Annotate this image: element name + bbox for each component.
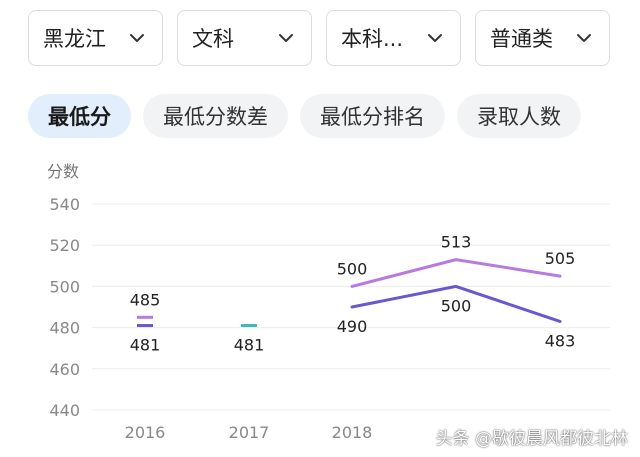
chevron-down-icon: [128, 29, 146, 47]
data-label: 481: [234, 336, 265, 355]
province-select-label: 黑龙江: [43, 27, 106, 51]
filter-bar: 黑龙江 文科 本科... 普通类: [28, 10, 610, 66]
chevron-down-icon: [277, 29, 295, 47]
tab-admission-count[interactable]: 录取人数: [457, 94, 581, 138]
y-tick-label: 500: [49, 277, 80, 296]
data-label: 485: [130, 290, 161, 309]
y-tick-label: 540: [49, 195, 80, 214]
data-label: 500: [337, 259, 368, 278]
y-tick-label: 520: [49, 236, 80, 255]
tab-min-score[interactable]: 最低分: [28, 94, 131, 138]
data-label: 500: [441, 296, 472, 315]
subject-select-label: 文科: [192, 27, 234, 51]
y-tick-label: 440: [49, 401, 80, 420]
chevron-down-icon: [575, 29, 593, 47]
score-line-chart: 分数 540 520 500 480 460 440 2016 2017 2018 485 481 48…: [47, 162, 610, 442]
batch-select-label: 本科...: [341, 27, 404, 51]
data-label: 490: [337, 317, 368, 336]
data-label: 481: [130, 336, 161, 355]
province-select[interactable]: 黑龙江: [28, 10, 163, 66]
x-tick-label: 2017: [229, 423, 270, 442]
y-tick-label: 460: [49, 360, 80, 379]
data-label: 513: [441, 233, 472, 252]
y-tick-label: 480: [49, 319, 80, 338]
type-select-label: 普通类: [490, 27, 553, 51]
type-select[interactable]: 普通类: [475, 10, 610, 66]
series-line: [350, 284, 562, 323]
watermark: 头条 @歇彼晨风都彼北林: [435, 429, 628, 449]
tab-min-score-diff[interactable]: 最低分数差: [143, 94, 288, 138]
metric-tabs: 最低分 最低分数差 最低分排名 录取人数: [28, 94, 581, 138]
x-tick-label: 2018: [332, 423, 373, 442]
batch-select[interactable]: 本科...: [326, 10, 461, 66]
y-axis-label: 分数: [47, 162, 79, 181]
chevron-down-icon: [426, 29, 444, 47]
x-tick-label: 2016: [125, 423, 166, 442]
subject-select[interactable]: 文科: [177, 10, 312, 66]
series-line: [350, 258, 562, 288]
data-label: 505: [545, 249, 576, 268]
tab-min-score-rank[interactable]: 最低分排名: [300, 94, 445, 138]
data-label: 483: [545, 331, 576, 350]
